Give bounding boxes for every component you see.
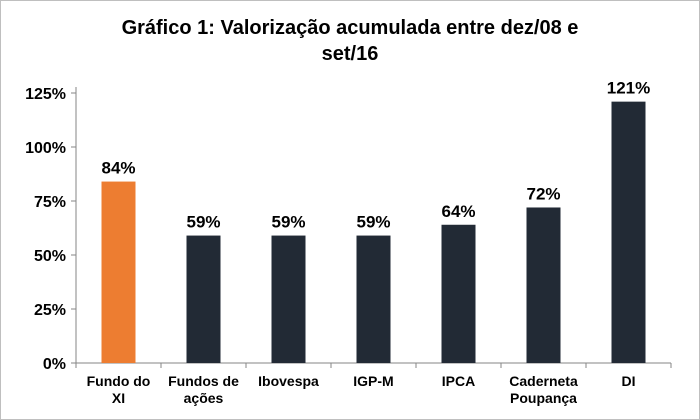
y-axis: 0% 25% 50% 75% 100% 125% bbox=[25, 86, 77, 373]
category-label-line: XI bbox=[112, 390, 125, 406]
category-label-line: Ibovespa bbox=[258, 373, 319, 389]
data-label: 59% bbox=[186, 213, 220, 232]
y-tick-label: 50% bbox=[34, 248, 66, 265]
chart-title-line-1: Gráfico 1: Valorização acumulada entre d… bbox=[121, 17, 579, 39]
data-label: 84% bbox=[101, 159, 135, 178]
category-label-line: DI bbox=[622, 373, 636, 389]
category-label: IGP-M bbox=[353, 373, 393, 389]
y-tick-label: 100% bbox=[25, 140, 66, 157]
y-tick-label: 75% bbox=[34, 194, 66, 211]
category-label: IPCA bbox=[442, 373, 475, 389]
category-label: Caderneta Poupança bbox=[509, 373, 578, 406]
category-label-line: IPCA bbox=[442, 373, 475, 389]
data-label: 59% bbox=[356, 213, 390, 232]
x-axis bbox=[75, 362, 672, 368]
category-label-line: Caderneta bbox=[509, 373, 578, 389]
y-tick-label: 125% bbox=[25, 86, 66, 103]
category-labels: Fundo do XI Fundos de ações Ibovespa IGP-M IPC… bbox=[87, 373, 636, 406]
chart-title: Gráfico 1: Valorização acumulada entre d… bbox=[1, 15, 699, 67]
data-labels: 84% 59% 59% 59% 64% 72% 121% bbox=[101, 79, 650, 232]
bar-series bbox=[101, 101, 646, 363]
chart-title-line-2: set/16 bbox=[321, 43, 379, 65]
bar bbox=[356, 235, 391, 363]
bar bbox=[526, 207, 561, 363]
data-label: 59% bbox=[271, 213, 305, 232]
data-label: 121% bbox=[607, 79, 650, 98]
category-label: Fundo do XI bbox=[87, 373, 151, 406]
category-label-line: Fundos de bbox=[168, 373, 239, 389]
data-label: 64% bbox=[441, 202, 475, 221]
category-label: Ibovespa bbox=[258, 373, 319, 389]
category-label-line: IGP-M bbox=[353, 373, 393, 389]
category-label-line: Fundo do bbox=[87, 373, 151, 389]
category-label-line: ações bbox=[184, 390, 224, 406]
bar bbox=[101, 181, 136, 363]
y-tick-label: 25% bbox=[34, 302, 66, 319]
bar bbox=[271, 235, 306, 363]
bar bbox=[441, 224, 476, 363]
bar bbox=[611, 101, 646, 363]
data-label: 72% bbox=[526, 184, 560, 203]
category-label-line: Poupança bbox=[510, 390, 577, 406]
y-tick-label: 0% bbox=[43, 356, 66, 373]
bar bbox=[186, 235, 221, 363]
category-label: DI bbox=[622, 373, 636, 389]
category-label: Fundos de ações bbox=[168, 373, 239, 406]
